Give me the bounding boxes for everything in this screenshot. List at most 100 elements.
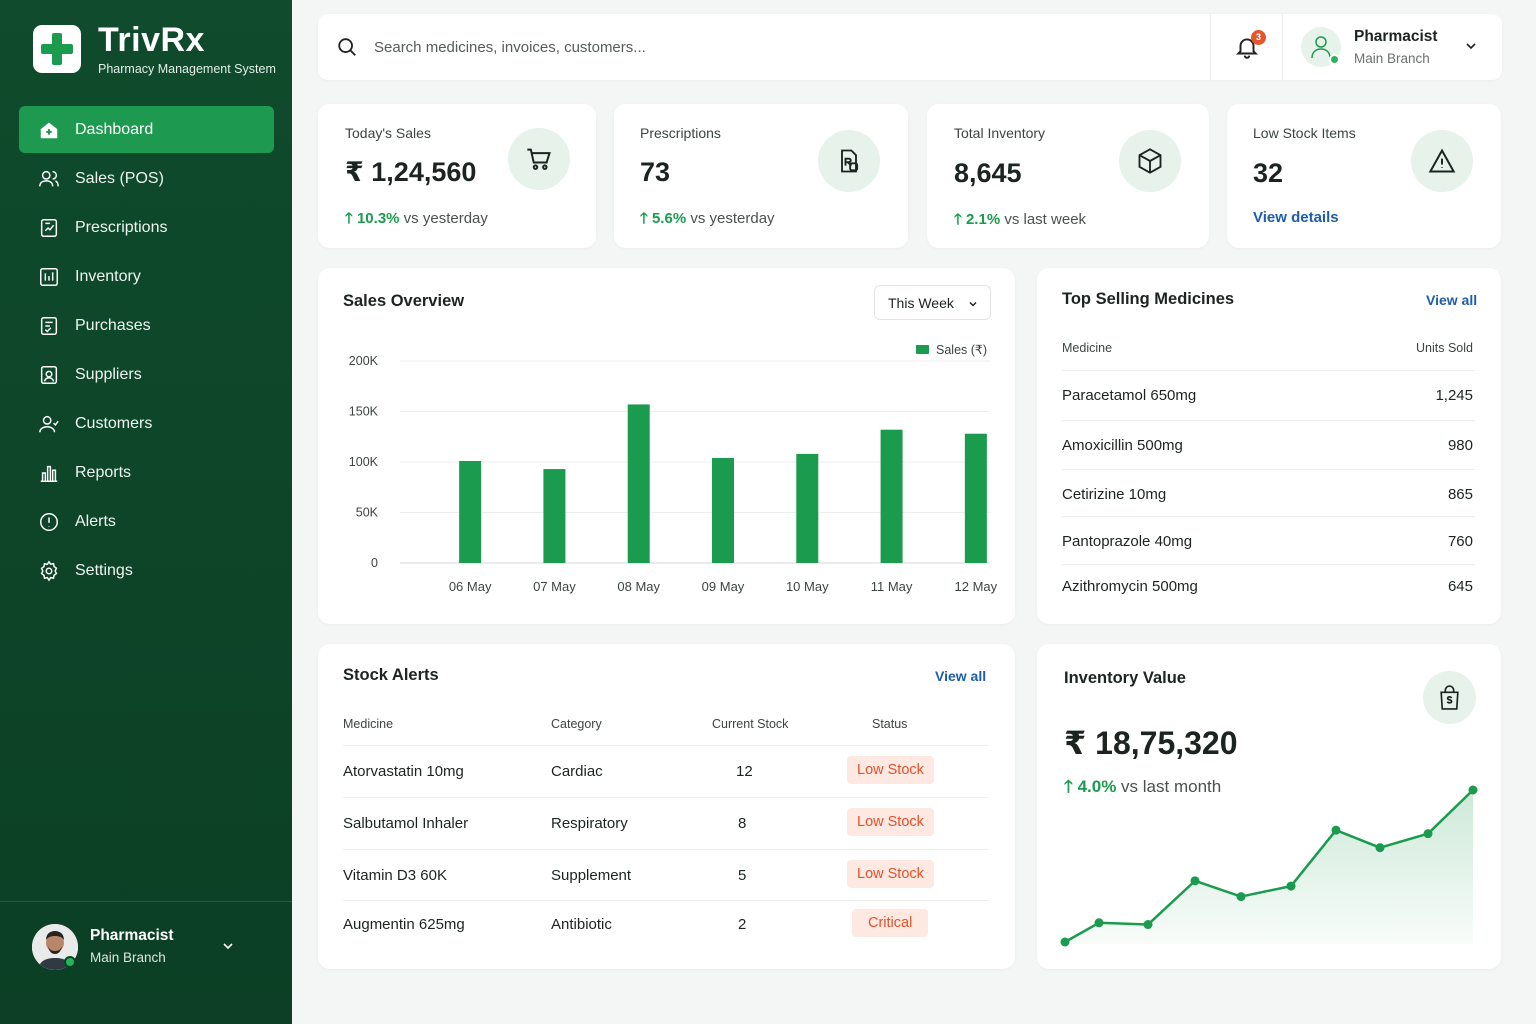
stat-label: Low Stock Items [1253,125,1356,141]
category: Antibiotic [551,916,612,933]
x-tick-label: 10 May [786,579,829,594]
notification-badge: 3 [1251,30,1266,45]
brand-name: TrivRx [98,21,205,59]
sidebar-item-inventory[interactable]: Inventory [19,253,274,300]
category: Supplement [551,867,632,884]
prescription-icon [40,218,58,237]
bar [543,469,566,563]
purchases-icon [40,316,58,335]
users-icon [39,170,59,186]
sidebar-item-alerts[interactable]: Alerts [19,498,274,545]
search-icon [338,38,356,56]
medicine-name: Augmentin 625mg [343,916,465,933]
sidebar-item-sales-pos[interactable]: Sales (POS) [19,155,274,202]
area-fill [1065,790,1473,944]
data-point [1375,843,1385,853]
sidebar-item-label: Inventory [75,267,141,285]
divider [1062,370,1475,371]
column-header-category: Category [551,717,602,731]
chevron-down-icon[interactable] [1463,38,1479,54]
column-header-medicine: Medicine [1062,341,1113,355]
inventory-value: ₹ 18,75,320 [1064,725,1238,761]
divider [343,849,988,850]
current-stock: 8 [738,815,747,832]
legend-swatch [916,345,929,354]
sidebar-item-label: Alerts [75,512,116,530]
x-tick-label: 09 May [702,579,745,594]
bell-icon[interactable] [1234,34,1260,60]
category: Respiratory [551,815,628,832]
box-icon [1119,130,1181,192]
user-branch: Main Branch [1354,51,1430,66]
chevron-down-icon[interactable] [220,938,236,954]
trend-line [1064,789,1474,944]
sidebar-item-prescriptions[interactable]: Prescriptions [19,204,274,251]
units-sold: 645 [1447,578,1473,595]
inventory-icon [40,267,58,286]
column-header-medicine: Medicine [343,717,394,731]
search-input[interactable] [374,32,1194,62]
suppliers-icon [40,365,58,384]
view-details-link[interactable]: View details [1253,209,1339,226]
sidebar-item-settings[interactable]: Settings [19,547,274,594]
sidebar-item-customers[interactable]: Customers [19,400,274,447]
sidebar-item-label: Dashboard [75,120,154,138]
stat-change-text: vs yesterday [399,210,488,227]
stock-alerts-card: Stock Alerts View all Medicine Category … [318,644,1015,969]
sidebar-item-dashboard[interactable]: Dashboard [19,106,274,153]
status-badge: Low Stock [847,756,934,784]
stat-card-low-stock[interactable]: Low Stock Items 32 View details [1227,104,1501,248]
bar [712,457,734,563]
customers-icon [39,415,59,432]
period-dropdown[interactable]: This Week [874,285,991,320]
inventory-value-card: Inventory Value ₹ 18,75,320 🡑 4.0% vs la… [1037,644,1501,969]
status-badge: Critical [852,909,929,937]
brand[interactable]: TrivRx Pharmacy Management System [33,22,276,76]
divider [343,797,988,798]
view-all-link[interactable]: View all [1426,292,1478,308]
divider [1062,469,1475,470]
stat-card-todays-sales[interactable]: Today's Sales ₹ 1,24,560 🡑 10.3% vs yest… [318,104,596,248]
card-title: Stock Alerts [343,666,439,684]
stat-change-text: vs last week [1000,211,1087,228]
data-point [1468,785,1478,795]
card-title: Inventory Value [1064,669,1186,687]
sidebar-item-label: Customers [75,414,153,432]
y-tick-label: 0 [371,556,378,570]
stat-change: 🡑 5.6% vs yesterday [640,210,775,227]
medicine-name: Amoxicillin 500mg [1062,437,1183,454]
stat-card-prescriptions[interactable]: Prescriptions 73 🡑 5.6% vs yesterday [614,104,908,248]
user-icon [1311,36,1331,59]
units-sold: 760 [1447,533,1473,550]
current-stock: 2 [738,916,747,933]
sidebar-user-menu[interactable]: Pharmacist Main Branch [0,901,292,1024]
chart-legend: Sales (₹) [916,342,987,357]
medicine-name: Cetirizine 10mg [1062,486,1167,503]
sidebar-item-label: Suppliers [75,365,142,383]
units-sold: 865 [1447,486,1473,503]
divider [343,900,988,901]
stat-card-total-inventory[interactable]: Total Inventory 8,645 🡑 2.1% vs last wee… [927,104,1209,248]
current-stock: 12 [736,763,753,780]
sidebar-item-suppliers[interactable]: Suppliers [19,351,274,398]
warning-icon [1411,130,1473,192]
current-stock: 5 [738,867,747,884]
logo-icon [33,25,81,73]
stat-value: 73 [640,157,671,187]
medicine-name: Paracetamol 650mg [1062,387,1197,404]
sidebar-item-purchases[interactable]: Purchases [19,302,274,349]
sales-overview-card: Sales Overview This Week Sales (₹) 0 50K 1… [318,268,1015,624]
divider [343,745,988,746]
data-point [1060,937,1070,947]
gear-icon [40,560,58,582]
stat-label: Prescriptions [640,125,721,141]
user-name[interactable]: Pharmacist [1354,28,1438,45]
bar [627,404,650,563]
sidebar-item-reports[interactable]: Reports [19,449,274,496]
medicine-name: Vitamin D3 60K [343,867,447,884]
stat-label: Today's Sales [345,125,431,141]
view-all-link[interactable]: View all [935,668,987,684]
chevron-down-icon [969,301,977,307]
x-tick-label: 06 May [449,579,492,594]
y-tick-label: 150K [349,405,379,419]
